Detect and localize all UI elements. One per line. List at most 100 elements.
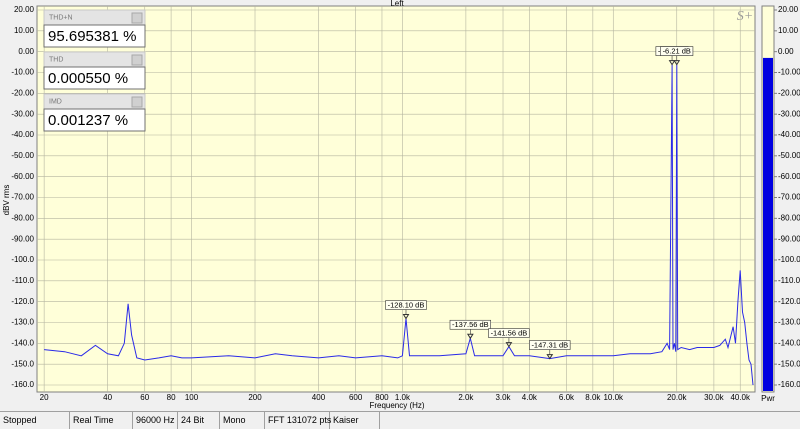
readout-label: THD (49, 56, 63, 63)
x-tick-label: 4.0k (522, 393, 538, 402)
readouts: THD+N 95.695381 % THD 0.000550 % IMD 0.001237… (43, 9, 146, 132)
x-tick-label: 40 (103, 393, 112, 402)
x-tick-label: 8.0k (585, 393, 601, 402)
y2-tick-label: -10.00 (778, 68, 800, 77)
readout-button (131, 96, 143, 108)
status-bar: Stopped Real Time 96000 Hz 24 Bit Mono FFT 13… (0, 411, 800, 429)
y2-tick-label: -150.0 (778, 359, 800, 368)
y2-tick-label: -30.00 (778, 109, 800, 118)
marker-point (668, 60, 676, 66)
marker: -137.56 dB (449, 319, 492, 340)
y-tick-label: -70.00 (11, 193, 34, 202)
status-cell: Kaiser (330, 412, 380, 429)
marker-point (673, 60, 681, 66)
y-tick-label: 20.00 (14, 5, 35, 14)
readout-button (131, 12, 143, 24)
y2-tick-label: -80.00 (778, 213, 800, 222)
y2-tick-label: -120.0 (778, 297, 800, 306)
readout-box (43, 24, 146, 48)
marker-box (449, 319, 492, 330)
y-tick-label: -20.00 (11, 88, 34, 97)
x-tick-label: 30.0k (704, 393, 725, 402)
x-tick-label: 800 (375, 393, 389, 402)
y2-tick-label: -40.00 (778, 130, 800, 139)
marker-box (385, 300, 427, 310)
x-tick-label: 600 (349, 393, 363, 402)
marker: -141.56 dB (488, 328, 530, 348)
y-tick-label: -50.00 (11, 151, 34, 160)
x-tick-label: 400 (312, 393, 326, 402)
plot-area (36, 5, 756, 393)
readout-value: 95.695381 % (48, 28, 136, 45)
y2-tick-label: -110.0 (778, 276, 800, 285)
y-tick-label: -100.0 (11, 255, 34, 264)
meter-bar (763, 57, 773, 392)
readout-button (131, 54, 143, 66)
marker-point (546, 354, 554, 360)
y-tick-label: 0.00 (18, 47, 34, 56)
y2-tick-label: 20.00 (778, 5, 799, 14)
readout-label: THD+N (49, 14, 73, 21)
y2-tick-label: -160.0 (778, 380, 800, 389)
y-axis-label: dBV rms (2, 185, 11, 216)
y-tick-label: -150.0 (11, 359, 34, 368)
readout-value: 0.001237 % (48, 112, 128, 129)
readout-value: 0.000550 % (48, 70, 128, 87)
y2-tick-label: -50.00 (778, 151, 800, 160)
marker: -128.10 dB (385, 300, 427, 320)
status-cell: FFT 131072 pts (265, 412, 331, 429)
readout-box (43, 108, 146, 132)
status-cell: 96000 Hz (133, 412, 178, 429)
x-axis-label: Frequency (Hz) (369, 401, 424, 410)
x-tick-label: 3.0k (495, 393, 511, 402)
y-tick-label: -120.0 (11, 297, 34, 306)
y-tick-label: -110.0 (12, 276, 35, 285)
y-tick-label: -10.00 (11, 68, 34, 77)
status-cell: Mono (220, 412, 265, 429)
y2-tick-label: 10.00 (778, 26, 799, 35)
x-tick-label: 200 (248, 393, 262, 402)
chart-title: Left (390, 0, 404, 8)
marker-box (660, 46, 694, 56)
y-tick-label: -30.00 (11, 109, 34, 118)
y-tick-label: -160.0 (11, 380, 34, 389)
x-tick-label: 40.0k (730, 393, 751, 402)
logo: S+ (737, 9, 753, 24)
readout-label: IMD (49, 98, 62, 105)
x-tick-label: 10.0k (603, 393, 624, 402)
x-tick-label: 60 (140, 393, 149, 402)
status-cell: Real Time (70, 412, 133, 429)
y2-tick-label: -90.00 (778, 234, 800, 243)
y-tick-label: -40.00 (11, 130, 34, 139)
x-tick-label: 20.0k (667, 393, 688, 402)
x-tick-label: 20 (40, 393, 49, 402)
y-tick-label: -90.00 (11, 234, 34, 243)
x-tick-label: 2.0k (458, 393, 474, 402)
marker: -6.21 dB (660, 46, 694, 66)
marker-label: -6.21 dB (663, 47, 691, 56)
marker-box (529, 340, 571, 350)
x-tick-label: 6.0k (559, 393, 575, 402)
chart: Left S+ dBV rms Frequency (Hz) Pwr 20.00… (2, 0, 800, 411)
marker-point (402, 314, 410, 320)
y-tick-label: 10.00 (14, 26, 35, 35)
y2-tick-label: -100.0 (778, 255, 800, 264)
marker-label: -141.56 dB (491, 329, 528, 338)
y-tick-label: -130.0 (11, 318, 34, 327)
y2-tick-label: -60.00 (778, 172, 800, 181)
y2-tick-label: -20.00 (778, 88, 800, 97)
meter-label: Pwr (761, 394, 775, 403)
y2-tick-label: -130.0 (778, 318, 800, 327)
y2-tick-label: 0.00 (778, 47, 794, 56)
y2-tick-label: -70.00 (778, 193, 800, 202)
marker-box (488, 328, 530, 338)
x-tick-label: 100 (185, 393, 199, 402)
readout-box (43, 66, 146, 90)
y2-tick-label: -140.0 (778, 338, 800, 347)
x-tick-label: 80 (167, 393, 176, 402)
marker: -147.31 dB (529, 340, 571, 360)
marker-label: -128.10 dB (388, 301, 425, 310)
marker-label: -137.56 dB (452, 320, 489, 329)
marker-label: -147.31 dB (531, 341, 568, 350)
